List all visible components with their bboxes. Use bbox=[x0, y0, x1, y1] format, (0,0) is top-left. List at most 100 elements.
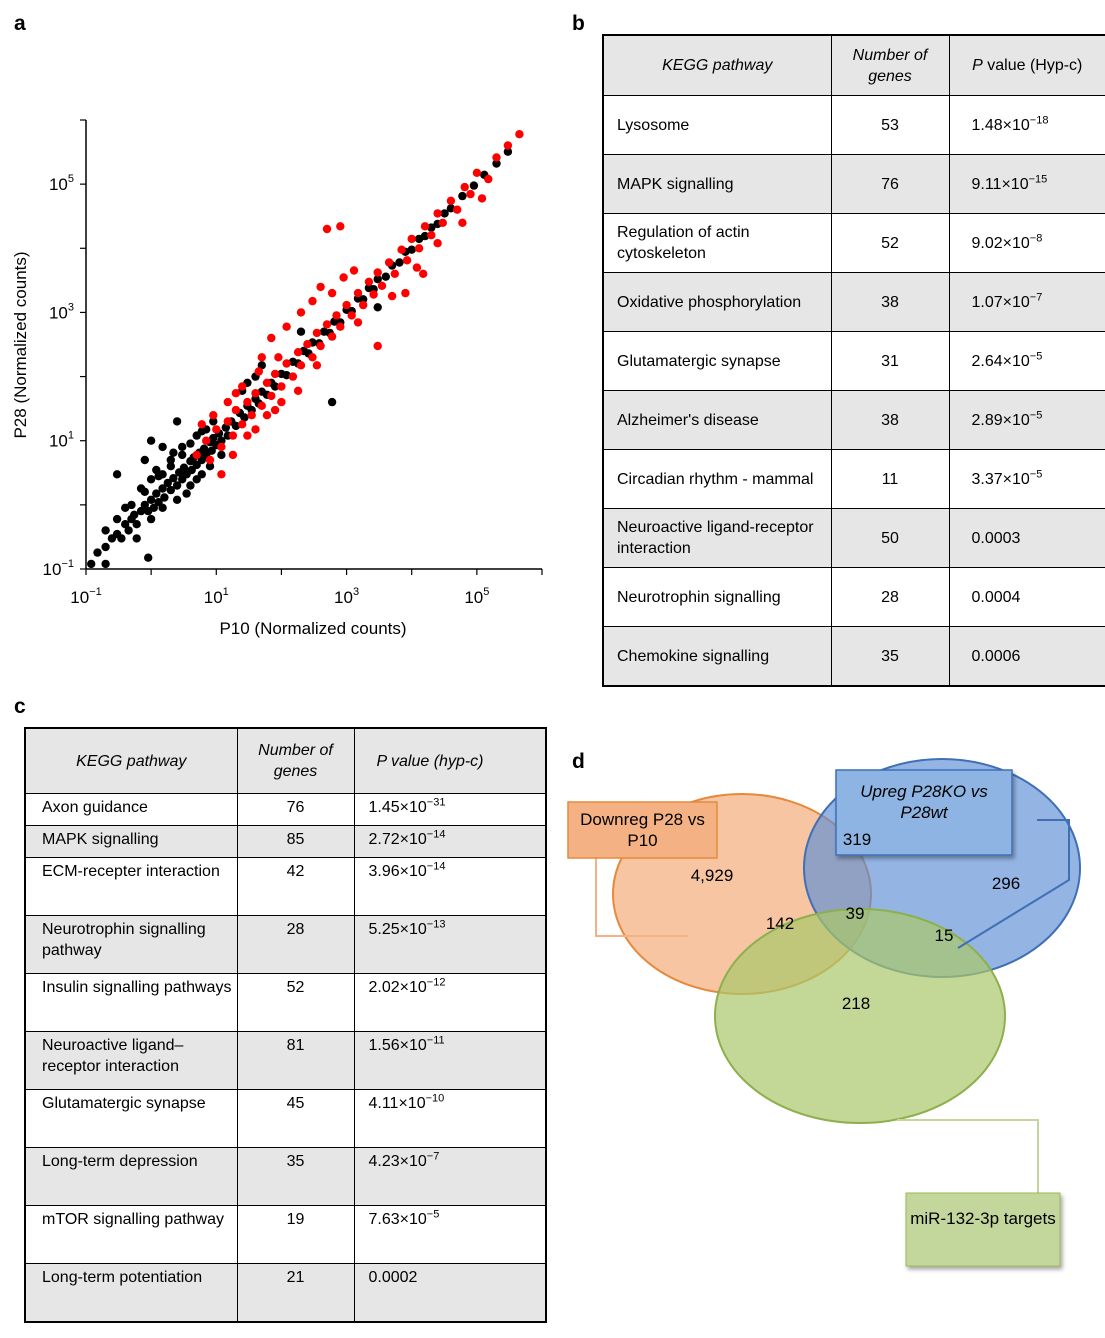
data-point bbox=[359, 295, 368, 304]
data-point bbox=[377, 281, 387, 290]
pvalue-mantissa: 0.0003 bbox=[971, 529, 1021, 547]
pvalue-mantissa: 2.89×10 bbox=[971, 411, 1030, 429]
pathway-cell: Neurotrophin signalling bbox=[602, 567, 832, 627]
count-all-three: 39 bbox=[845, 904, 865, 923]
pvalue-cell: 9.02×10−8 bbox=[948, 213, 1105, 273]
pathway-cell: Lysosome bbox=[602, 95, 832, 155]
data-point bbox=[316, 341, 325, 351]
data-point bbox=[402, 256, 412, 265]
upreg-connector bbox=[957, 819, 1070, 949]
panel-label-a: a bbox=[14, 12, 26, 35]
table-row: ECM-recepter interaction 42 3.96×10−14 bbox=[24, 857, 547, 916]
gene-count-cell: 38 bbox=[830, 390, 950, 450]
gene-count-cell: 76 bbox=[236, 793, 355, 826]
pvalue-cell: 3.37×10−5 bbox=[948, 449, 1105, 509]
pathway-cell: Axon guidance bbox=[24, 793, 238, 826]
data-point bbox=[503, 141, 513, 150]
gene-count-cell: 52 bbox=[830, 213, 950, 273]
panel-label-b: b bbox=[572, 12, 585, 35]
pvalue-exponent: −7 bbox=[426, 1150, 440, 1163]
data-point bbox=[166, 485, 175, 495]
data-point bbox=[251, 425, 260, 434]
table-row: MAPK signalling 76 9.11×10−15 bbox=[602, 154, 1105, 214]
pathway-cell: Circadian rhythm - mammal bbox=[602, 449, 832, 509]
data-point bbox=[270, 369, 280, 379]
data-point bbox=[166, 455, 175, 465]
header-genes: Number of genes bbox=[830, 34, 950, 96]
pvalue-cell: 0.0006 bbox=[948, 626, 1105, 687]
pathway-cell: Long-term potentiation bbox=[24, 1263, 238, 1323]
pathway-cell: Insulin signalling pathways bbox=[24, 973, 238, 1032]
pvalue-exponent: −10 bbox=[425, 1092, 445, 1105]
y-ticks: 10−1 101 103 105 bbox=[43, 119, 86, 579]
gene-count-cell: 76 bbox=[830, 154, 950, 214]
data-point bbox=[420, 222, 430, 231]
mir-circle bbox=[714, 908, 1006, 1124]
data-point bbox=[140, 455, 149, 465]
data-point bbox=[312, 361, 322, 370]
pvalue-cell: 0.0003 bbox=[948, 508, 1105, 568]
pvalue-mantissa: 2.02×10 bbox=[368, 979, 427, 996]
data-point bbox=[433, 239, 442, 248]
data-point bbox=[158, 484, 167, 493]
pvalue-cell: 4.23×10−7 bbox=[353, 1147, 547, 1206]
pvalue-cell: 5.25×10−13 bbox=[353, 915, 547, 974]
data-point bbox=[132, 520, 141, 529]
x-tick-label: 105 bbox=[464, 586, 489, 607]
y-axis-label: P28 (Normalized counts) bbox=[11, 251, 30, 438]
data-point bbox=[163, 478, 172, 488]
data-point bbox=[257, 401, 266, 410]
pvalue-cell: 7.63×10−5 bbox=[353, 1205, 547, 1264]
data-point bbox=[205, 462, 215, 471]
gene-count-cell: 11 bbox=[830, 449, 950, 509]
data-point bbox=[231, 405, 241, 415]
pvalue-mantissa: 3.96×10 bbox=[368, 863, 427, 880]
gene-count-cell: 85 bbox=[236, 825, 355, 858]
pvalue-exponent: −8 bbox=[1029, 232, 1043, 245]
pvalue-cell: 2.72×10−14 bbox=[353, 825, 547, 858]
gene-count-cell: 42 bbox=[236, 857, 355, 916]
data-point bbox=[353, 318, 363, 327]
pvalue-exponent: −5 bbox=[1029, 409, 1043, 422]
header-pvalue: P value (hyp-c) bbox=[353, 727, 547, 794]
data-point bbox=[277, 397, 286, 407]
data-point bbox=[212, 425, 221, 434]
data-point bbox=[197, 427, 206, 436]
pvalue-exponent: −12 bbox=[426, 976, 446, 989]
data-point bbox=[349, 266, 359, 275]
data-point bbox=[303, 340, 312, 349]
pathway-cell: MAPK signalling bbox=[602, 154, 832, 214]
data-point bbox=[384, 258, 394, 267]
data-point bbox=[322, 320, 332, 329]
pvalue-mantissa: 9.11×10 bbox=[971, 175, 1029, 193]
data-point bbox=[414, 244, 424, 253]
data-point bbox=[182, 489, 191, 498]
data-point bbox=[217, 436, 226, 445]
pvalue-cell: 1.48×10−18 bbox=[948, 95, 1105, 155]
gene-count-cell: 28 bbox=[830, 567, 950, 627]
mir-box-bg bbox=[905, 1192, 1061, 1267]
panel-label-c: c bbox=[14, 695, 26, 718]
mir-label: miR-132-3p targets bbox=[910, 1209, 1056, 1228]
data-point bbox=[209, 411, 218, 420]
data-point bbox=[327, 332, 337, 341]
pvalue-mantissa: 1.48×10 bbox=[971, 116, 1030, 134]
pathway-cell: Chemokine signalling bbox=[602, 626, 832, 687]
data-point bbox=[353, 288, 363, 298]
data-point bbox=[327, 397, 337, 407]
downreg-label: Downreg P28 vs P10 bbox=[580, 810, 705, 850]
count-upreg-mir: 15 bbox=[934, 926, 954, 945]
x-tick-label: 10−1 bbox=[70, 586, 101, 607]
data-point bbox=[121, 503, 130, 512]
gene-count-cell: 21 bbox=[236, 1263, 355, 1323]
y-tick-label: 101 bbox=[49, 430, 74, 451]
data-point bbox=[401, 288, 410, 298]
data-point bbox=[202, 436, 211, 445]
pathway-cell: Glutamatergic synapse bbox=[24, 1089, 238, 1148]
data-point bbox=[274, 353, 283, 362]
data-point bbox=[293, 386, 303, 395]
data-point bbox=[205, 455, 215, 465]
data-point bbox=[192, 475, 201, 484]
data-point bbox=[347, 311, 356, 320]
gene-count-cell: 50 bbox=[830, 508, 950, 568]
